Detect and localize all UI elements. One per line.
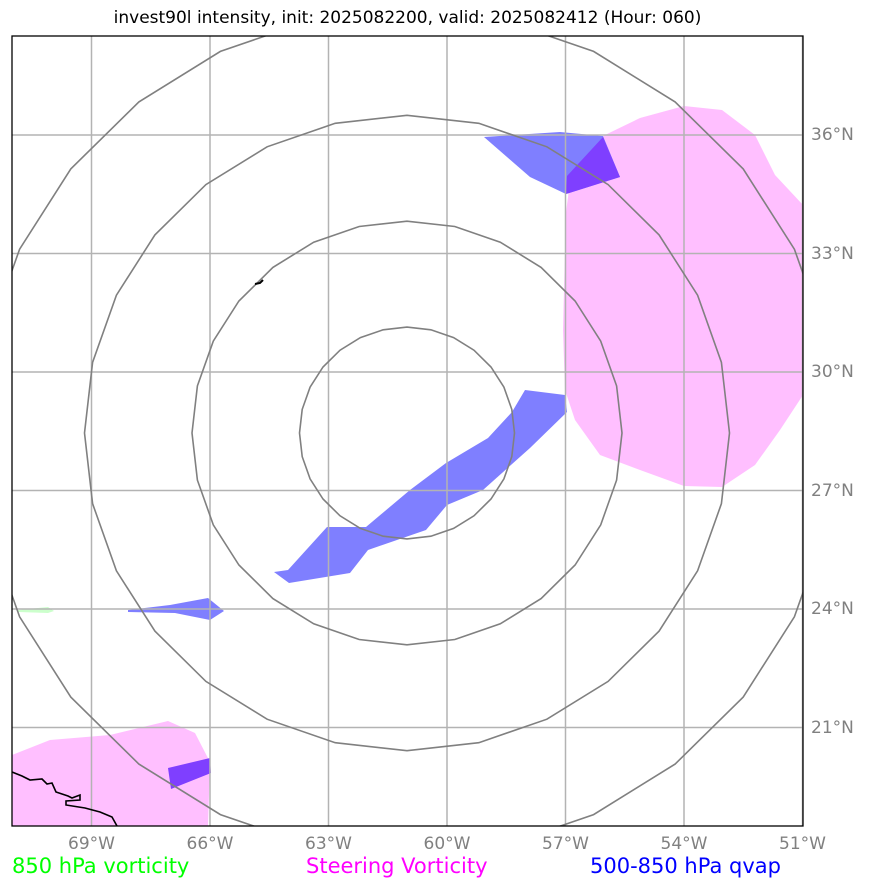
steering-vorticity-area-southwest — [12, 721, 210, 826]
legend-steering-vorticity: Steering Vorticity — [306, 854, 488, 878]
lat-tick-label: 27°N — [811, 480, 854, 501]
lon-tick-label: 66°W — [186, 834, 234, 854]
qvap-overlap-southwest — [168, 758, 211, 789]
range-ring — [191, 220, 623, 646]
lat-tick-label: 30°N — [811, 362, 854, 382]
coastline — [12, 771, 118, 826]
legend-qvap: 500-850 hPa qvap — [590, 854, 781, 878]
lat-tick-label: 24°N — [811, 599, 854, 619]
lon-tick-label: 63°W — [305, 834, 352, 854]
qvap-band-central — [274, 390, 567, 583]
lat-tick-label: 33°N — [811, 243, 854, 264]
lon-tick-label: 57°W — [542, 834, 589, 854]
steering-vorticity-area-east — [563, 106, 803, 487]
range-ring — [83, 114, 731, 752]
range-ring — [298, 326, 516, 540]
plot-frame — [11, 35, 804, 827]
lon-tick-label: 54°W — [660, 834, 708, 854]
plot-title: invest90l intensity, init: 2025082200, v… — [113, 8, 702, 28]
lat-tick-label: 21°N — [811, 717, 854, 738]
vorticity-850-area — [18, 607, 54, 613]
lon-tick-label: 51°W — [779, 834, 826, 854]
gridlines — [12, 36, 803, 826]
lon-tick-label: 60°W — [423, 834, 471, 854]
range-ring — [12, 36, 803, 826]
legend-850-vorticity: 850 hPa vorticity — [12, 854, 190, 878]
lat-tick-label: 36°N — [811, 125, 854, 145]
range-rings — [12, 36, 803, 826]
island — [254, 279, 264, 285]
qvap-overlap-north — [566, 137, 620, 194]
lon-tick-label: 69°W — [68, 834, 115, 854]
